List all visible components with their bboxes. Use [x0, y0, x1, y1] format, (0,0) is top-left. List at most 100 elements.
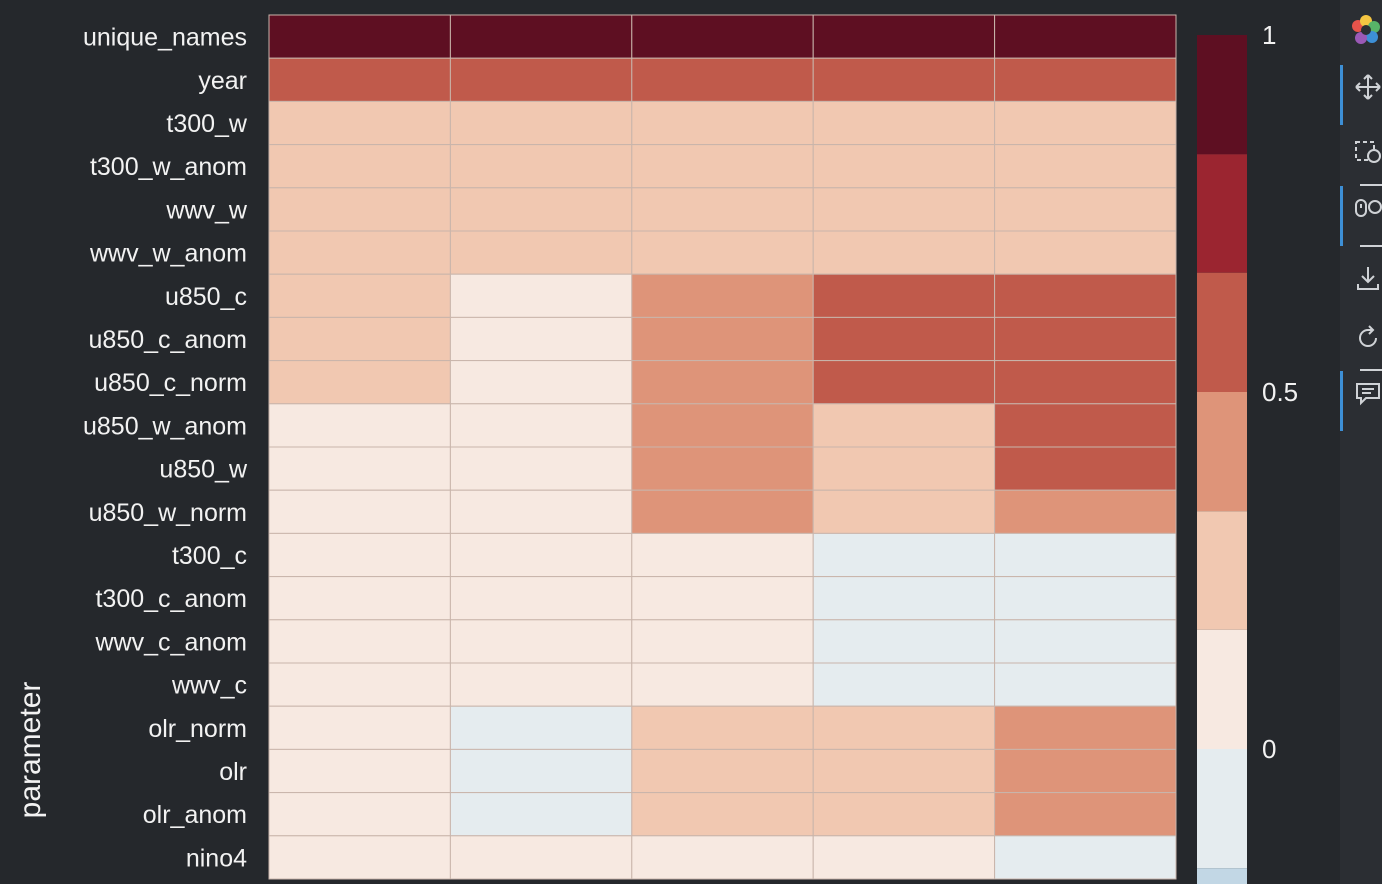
heatmap-cell[interactable]: [631, 532, 814, 578]
heatmap-cell[interactable]: [268, 316, 451, 362]
heatmap-cell[interactable]: [631, 360, 814, 405]
heatmap-cell[interactable]: [449, 316, 633, 362]
wheel-zoom-tool-button[interactable]: [1340, 186, 1382, 246]
heatmap-cell[interactable]: [631, 705, 814, 750]
heatmap-cell[interactable]: [994, 100, 1177, 146]
heatmap-cell[interactable]: [631, 144, 814, 189]
heatmap-cell[interactable]: [994, 14, 1177, 59]
heatmap-cell[interactable]: [994, 662, 1177, 707]
heatmap-cell[interactable]: [812, 57, 996, 102]
heatmap-cell[interactable]: [994, 403, 1177, 448]
heatmap-cell[interactable]: [268, 576, 451, 621]
heatmap-cell[interactable]: [449, 489, 633, 534]
heatmap-cell[interactable]: [449, 100, 633, 146]
heatmap-cell[interactable]: [994, 273, 1177, 318]
heatmap-cell[interactable]: [994, 705, 1177, 750]
heatmap-cell[interactable]: [631, 662, 814, 707]
heatmap-cell[interactable]: [449, 360, 633, 405]
heatmap-cell[interactable]: [631, 446, 814, 491]
heatmap-cell[interactable]: [268, 187, 451, 232]
heatmap-cell[interactable]: [268, 446, 451, 491]
heatmap-cell[interactable]: [449, 187, 633, 232]
heatmap-cell[interactable]: [812, 835, 996, 880]
heatmap-cell[interactable]: [268, 57, 451, 102]
reset-tool-button[interactable]: [1340, 316, 1382, 360]
heatmap-cell[interactable]: [994, 316, 1177, 362]
heatmap-cell[interactable]: [631, 14, 814, 59]
heatmap-cell[interactable]: [812, 403, 996, 448]
heatmap-cell[interactable]: [994, 446, 1177, 491]
heatmap-cell[interactable]: [631, 230, 814, 275]
heatmap-cell[interactable]: [812, 446, 996, 491]
heatmap-cell[interactable]: [812, 100, 996, 146]
heatmap-cell[interactable]: [449, 446, 633, 491]
heatmap-cell[interactable]: [449, 144, 633, 189]
heatmap-cell[interactable]: [631, 576, 814, 621]
heatmap-cell[interactable]: [631, 100, 814, 146]
heatmap-cell[interactable]: [268, 619, 451, 664]
pan-tool-button[interactable]: [1340, 65, 1382, 125]
heatmap-cell[interactable]: [631, 273, 814, 318]
heatmap-cell[interactable]: [449, 532, 633, 578]
heatmap-cell[interactable]: [268, 835, 451, 880]
heatmap-cell[interactable]: [994, 748, 1177, 794]
heatmap-cell[interactable]: [812, 14, 996, 59]
heatmap-cell[interactable]: [812, 230, 996, 275]
heatmap-cell[interactable]: [631, 57, 814, 102]
heatmap-cell[interactable]: [631, 489, 814, 534]
heatmap-cell[interactable]: [812, 187, 996, 232]
heatmap-cell[interactable]: [994, 489, 1177, 534]
heatmap-cell[interactable]: [812, 360, 996, 405]
heatmap-cell[interactable]: [268, 360, 451, 405]
heatmap-cell[interactable]: [449, 14, 633, 59]
heatmap-cell[interactable]: [631, 792, 814, 837]
heatmap-cell[interactable]: [994, 619, 1177, 664]
heatmap-cell[interactable]: [812, 316, 996, 362]
box-zoom-tool-button[interactable]: [1340, 130, 1382, 174]
heatmap-cell[interactable]: [268, 273, 451, 318]
heatmap-cell[interactable]: [812, 144, 996, 189]
heatmap-cell[interactable]: [268, 705, 451, 750]
heatmap-cell[interactable]: [268, 748, 451, 794]
heatmap-cell[interactable]: [449, 619, 633, 664]
bokeh-logo[interactable]: [1340, 10, 1382, 54]
heatmap-cell[interactable]: [994, 187, 1177, 232]
heatmap-cell[interactable]: [812, 705, 996, 750]
heatmap-cell[interactable]: [994, 360, 1177, 405]
heatmap-cell[interactable]: [994, 576, 1177, 621]
heatmap-cell[interactable]: [631, 403, 814, 448]
heatmap-cell[interactable]: [994, 792, 1177, 837]
heatmap-cell[interactable]: [631, 187, 814, 232]
heatmap-cell[interactable]: [812, 792, 996, 837]
heatmap-cell[interactable]: [449, 403, 633, 448]
heatmap-cell[interactable]: [631, 619, 814, 664]
heatmap-cell[interactable]: [449, 576, 633, 621]
heatmap-cell[interactable]: [268, 792, 451, 837]
heatmap-cell[interactable]: [449, 748, 633, 794]
heatmap-cell[interactable]: [812, 619, 996, 664]
heatmap-cell[interactable]: [449, 792, 633, 837]
heatmap-cell[interactable]: [994, 144, 1177, 189]
heatmap-cell[interactable]: [994, 835, 1177, 880]
heatmap-cell[interactable]: [268, 144, 451, 189]
heatmap-cell[interactable]: [812, 489, 996, 534]
heatmap-cell[interactable]: [268, 230, 451, 275]
heatmap-cell[interactable]: [449, 230, 633, 275]
heatmap-cell[interactable]: [812, 576, 996, 621]
hover-tool-button[interactable]: [1340, 371, 1382, 431]
heatmap-cell[interactable]: [449, 57, 633, 102]
heatmap-cell[interactable]: [268, 532, 451, 578]
heatmap-cell[interactable]: [449, 705, 633, 750]
heatmap-cell[interactable]: [994, 230, 1177, 275]
heatmap-cell[interactable]: [268, 100, 451, 146]
heatmap-cell[interactable]: [812, 532, 996, 578]
heatmap-cell[interactable]: [994, 532, 1177, 578]
heatmap-cell[interactable]: [449, 273, 633, 318]
heatmap-cell[interactable]: [631, 748, 814, 794]
heatmap-cell[interactable]: [268, 403, 451, 448]
heatmap-cell[interactable]: [268, 14, 451, 59]
save-tool-button[interactable]: [1340, 256, 1382, 300]
heatmap-cell[interactable]: [268, 489, 451, 534]
heatmap-cell[interactable]: [268, 662, 451, 707]
heatmap-cell[interactable]: [631, 316, 814, 362]
